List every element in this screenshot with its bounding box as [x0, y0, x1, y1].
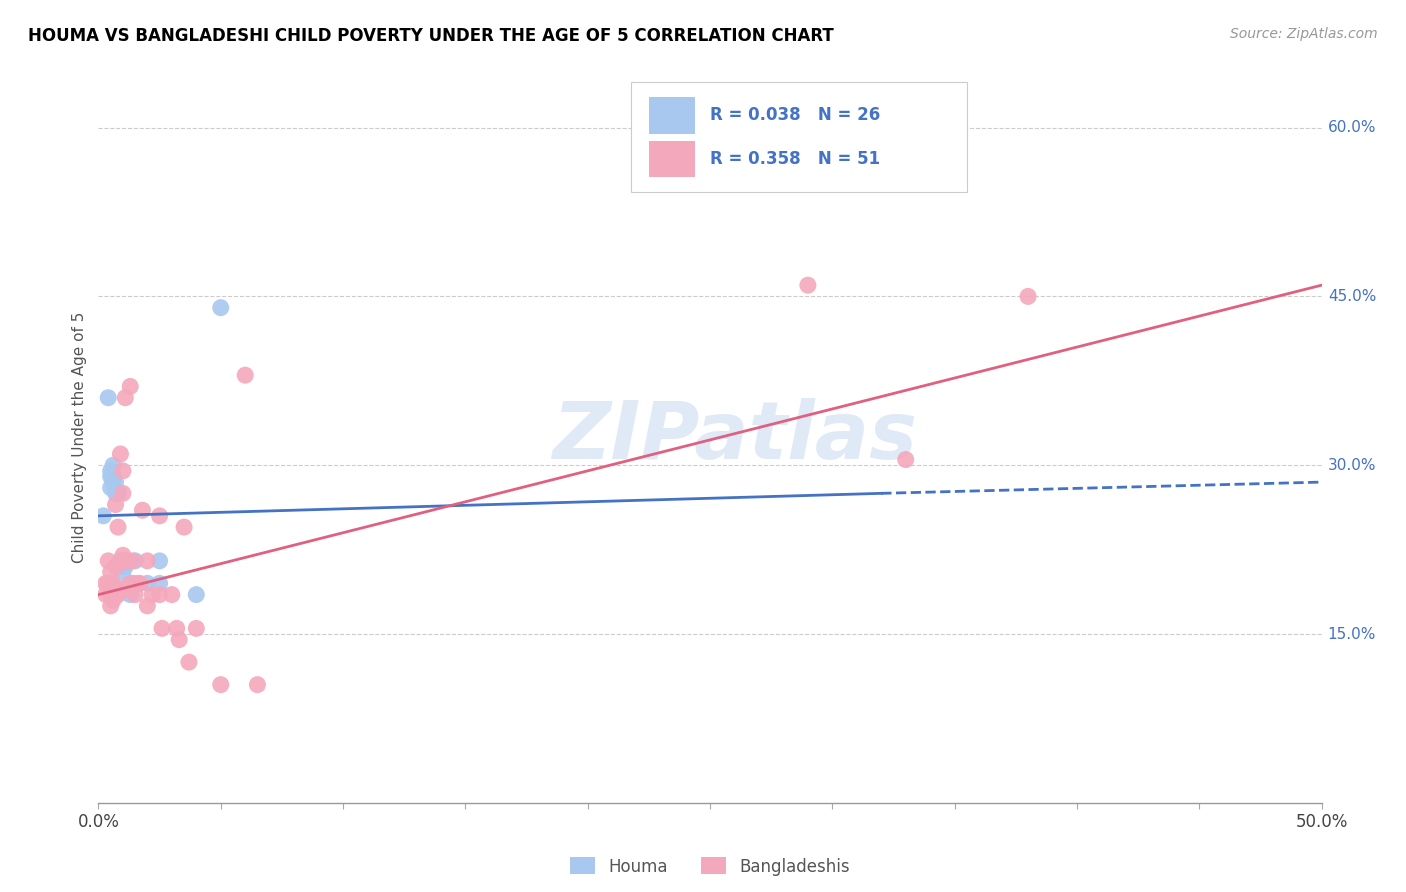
- Point: [114, 559, 136, 574]
- Point: [111, 565, 134, 579]
- Point: [120, 576, 142, 591]
- Point: [110, 554, 132, 568]
- Point: [136, 599, 159, 613]
- Point: [101, 576, 124, 591]
- Point: [209, 301, 232, 315]
- Point: [120, 379, 142, 393]
- Point: [797, 278, 820, 293]
- Point: [186, 621, 208, 635]
- Point: [894, 452, 917, 467]
- Point: [104, 486, 127, 500]
- Point: [94, 588, 117, 602]
- Point: [104, 475, 127, 489]
- Point: [97, 576, 120, 591]
- Y-axis label: Child Poverty Under the Age of 5: Child Poverty Under the Age of 5: [72, 311, 87, 563]
- Point: [246, 678, 269, 692]
- Point: [100, 464, 122, 478]
- Point: [1017, 289, 1039, 303]
- Text: R = 0.358   N = 51: R = 0.358 N = 51: [710, 150, 880, 168]
- Point: [101, 469, 124, 483]
- Point: [141, 588, 163, 602]
- Point: [136, 576, 159, 591]
- Text: ZIPatlas: ZIPatlas: [553, 398, 917, 476]
- Point: [100, 565, 122, 579]
- Point: [110, 559, 132, 574]
- Text: 60.0%: 60.0%: [1327, 120, 1376, 135]
- Point: [166, 621, 188, 635]
- Point: [107, 520, 129, 534]
- Point: [100, 588, 122, 602]
- Legend: Houma, Bangladeshis: Houma, Bangladeshis: [564, 851, 856, 882]
- Point: [104, 498, 127, 512]
- Point: [127, 576, 149, 591]
- Point: [100, 576, 122, 591]
- Point: [104, 588, 127, 602]
- Point: [233, 368, 256, 383]
- Point: [111, 464, 134, 478]
- Point: [117, 582, 139, 596]
- Point: [131, 503, 153, 517]
- Point: [104, 559, 127, 574]
- Point: [149, 588, 172, 602]
- Point: [124, 588, 146, 602]
- Point: [121, 576, 143, 591]
- Point: [91, 508, 114, 523]
- Point: [111, 582, 134, 596]
- Point: [114, 554, 136, 568]
- Point: [117, 582, 139, 596]
- Point: [107, 486, 129, 500]
- FancyBboxPatch shape: [630, 82, 967, 192]
- Point: [97, 391, 120, 405]
- Point: [160, 588, 183, 602]
- Point: [149, 554, 172, 568]
- Point: [186, 588, 208, 602]
- Point: [107, 588, 129, 602]
- Text: 15.0%: 15.0%: [1327, 626, 1376, 641]
- FancyBboxPatch shape: [648, 97, 696, 134]
- Text: 30.0%: 30.0%: [1327, 458, 1376, 473]
- Point: [111, 548, 134, 562]
- Point: [120, 588, 142, 602]
- Point: [110, 447, 132, 461]
- Point: [101, 475, 124, 489]
- Text: R = 0.038   N = 26: R = 0.038 N = 26: [710, 106, 880, 124]
- Point: [101, 458, 124, 473]
- Point: [129, 576, 152, 591]
- FancyBboxPatch shape: [648, 141, 696, 178]
- Point: [136, 554, 159, 568]
- Point: [101, 593, 124, 607]
- Point: [111, 554, 134, 568]
- Point: [100, 582, 122, 596]
- Point: [149, 508, 172, 523]
- Text: 45.0%: 45.0%: [1327, 289, 1376, 304]
- Point: [111, 486, 134, 500]
- Point: [124, 554, 146, 568]
- Point: [167, 632, 190, 647]
- Point: [94, 576, 117, 591]
- Point: [100, 481, 122, 495]
- Point: [209, 678, 232, 692]
- Text: HOUMA VS BANGLADESHI CHILD POVERTY UNDER THE AGE OF 5 CORRELATION CHART: HOUMA VS BANGLADESHI CHILD POVERTY UNDER…: [28, 27, 834, 45]
- Point: [149, 576, 172, 591]
- Point: [150, 621, 173, 635]
- Point: [97, 576, 120, 591]
- Point: [110, 554, 132, 568]
- Text: Source: ZipAtlas.com: Source: ZipAtlas.com: [1230, 27, 1378, 41]
- Point: [107, 486, 129, 500]
- Point: [100, 469, 122, 483]
- Point: [114, 391, 136, 405]
- Point: [97, 554, 120, 568]
- Point: [173, 520, 195, 534]
- Point: [100, 599, 122, 613]
- Point: [121, 554, 143, 568]
- Point: [177, 655, 200, 669]
